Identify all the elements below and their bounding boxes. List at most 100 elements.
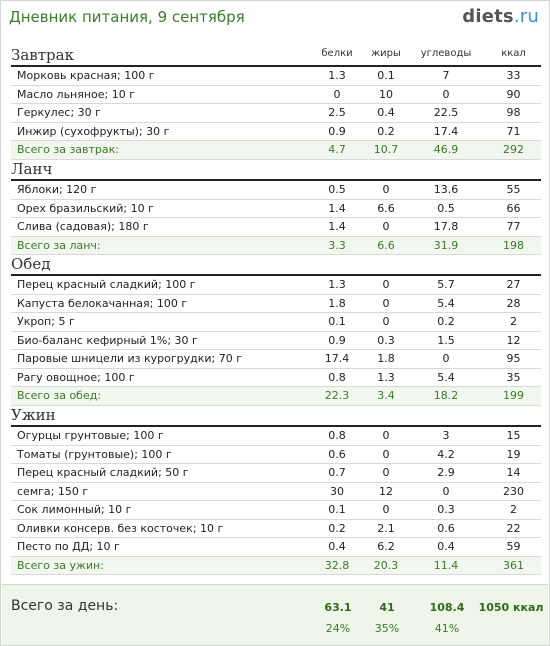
kcal-value: 90 [506, 87, 521, 101]
protein-value: 0.8 [328, 429, 346, 442]
day-total-kcal: 1050 ккал [478, 601, 544, 614]
day-total-section: Всего за день: 63.1 41 108.4 1050 ккал 2… [2, 584, 548, 645]
food-row[interactable]: семга; 150 г 30 12 0 230 [11, 481, 541, 501]
meal-total-label: Всего за ужин: [17, 558, 104, 572]
fat-value: 0.2 [377, 124, 395, 138]
carbs-value: 5.7 [437, 278, 455, 291]
meal-total-carbs: 18.2 [433, 389, 459, 402]
meal-total-label: Всего за ланч: [17, 238, 101, 252]
food-row[interactable]: Рагу овощное; 100 г 0.8 1.3 5.4 35 [11, 367, 541, 387]
day-total-protein: 63.1 [324, 601, 352, 614]
food-row[interactable]: Инжир (сухофрукты); 30 г 0.9 0.2 17.4 71 [11, 121, 541, 141]
food-row[interactable]: Капуста белокачанная; 100 г 1.8 0 5.4 28 [11, 293, 541, 313]
kcal-value: 71 [506, 124, 521, 138]
carbs-value: 4.2 [437, 447, 455, 461]
carbs-value: 0.4 [437, 540, 455, 553]
meal-total-carbs: 31.9 [433, 238, 459, 252]
food-row[interactable]: Яблоки; 120 г 0.5 0 13.6 55 [11, 179, 541, 199]
protein-value: 2.5 [328, 106, 346, 119]
fat-value: 1.3 [377, 370, 395, 384]
carbs-value: 17.8 [433, 220, 459, 233]
meal-total-protein: 4.7 [328, 143, 346, 156]
food-row[interactable]: Укроп; 5 г 0.1 0 0.2 2 [11, 312, 541, 331]
protein-value: 0.4 [328, 540, 346, 553]
kcal-value: 66 [506, 201, 521, 215]
day-total-label: Всего за день: [11, 598, 119, 614]
protein-value: 0.9 [328, 333, 346, 347]
meal-title: Завтрак [11, 46, 74, 64]
food-row[interactable]: Морковь красная; 100 г 1.3 0.1 7 33 [11, 65, 541, 85]
food-row[interactable]: Геркулес; 30 г 2.5 0.4 22.5 98 [11, 103, 541, 122]
food-name: Яблоки; 120 г [17, 183, 97, 196]
protein-value: 0.7 [328, 466, 346, 479]
meal-total-kcal: 361 [503, 558, 524, 572]
day-total-fat: 41 [379, 601, 395, 614]
kcal-value: 2 [510, 315, 517, 328]
fat-value: 10 [379, 87, 393, 101]
food-name: Морковь красная; 100 г [17, 69, 155, 82]
day-total-fat-percent: 35% [374, 622, 400, 635]
kcal-value: 15 [506, 429, 521, 442]
food-row[interactable]: Масло льняное; 10 г 0 10 0 90 [11, 84, 541, 104]
food-name: Оливки консерв. без косточек; 10 г [17, 521, 224, 535]
food-row[interactable]: Песто по ДД; 10 г 0.4 6.2 0.4 59 [11, 537, 541, 556]
protein-value: 0.5 [328, 183, 346, 196]
food-row[interactable]: Био-баланс кефирный 1%; 30 г 0.9 0.3 1.5 12 [11, 330, 541, 350]
kcal-value: 98 [506, 106, 521, 119]
food-row[interactable]: Огурцы грунтовые; 100 г 0.8 0 3 15 [11, 425, 541, 445]
meal-total-carbs: 46.9 [433, 143, 459, 156]
fat-value: 0 [382, 183, 390, 196]
site-logo[interactable]: diets.ru [462, 6, 539, 27]
food-name: Орех бразильский; 10 г [17, 201, 154, 215]
protein-value: 0 [333, 87, 341, 101]
food-row[interactable]: Томаты (грунтовые); 100 г 0.6 0 4.2 19 [11, 444, 541, 464]
protein-value: 1.3 [328, 278, 346, 291]
food-row[interactable]: Слива (садовая); 180 г 1.4 0 17.8 77 [11, 217, 541, 236]
kcal-value: 59 [506, 540, 521, 553]
carbs-value: 0 [442, 484, 450, 498]
food-row[interactable]: Перец красный сладкий; 50 г 0.7 0 2.9 14 [11, 463, 541, 482]
meal-total-fat: 3.4 [377, 389, 395, 402]
column-header-carbs: углеводы [420, 48, 472, 59]
fat-value: 6.2 [377, 540, 395, 553]
food-row[interactable]: Перец красный сладкий; 100 г 1.3 0 5.7 27 [11, 274, 541, 294]
meal-total-carbs: 11.4 [433, 558, 459, 572]
food-row[interactable]: Паровые шницели из курогрудки; 70 г 17.4 1… [11, 349, 541, 368]
meal-total-kcal: 292 [503, 143, 524, 156]
carbs-value: 0.2 [437, 315, 455, 328]
meal-total-label: Всего за завтрак: [17, 143, 120, 156]
carbs-value: 1.5 [437, 333, 455, 347]
protein-value: 30 [330, 484, 344, 498]
logo-name: diets [462, 6, 514, 27]
meal-total-protein: 22.3 [324, 389, 350, 402]
protein-value: 0.9 [328, 124, 346, 138]
food-name: Перец красный сладкий; 50 г [17, 466, 189, 479]
protein-value: 1.3 [328, 69, 346, 82]
food-row[interactable]: Орех бразильский; 10 г 1.4 6.6 0.5 66 [11, 198, 541, 218]
meal-total-label: Всего за обед: [17, 389, 102, 402]
meal-total-fat: 20.3 [373, 558, 399, 572]
carbs-value: 3 [442, 429, 450, 442]
protein-value: 0.8 [328, 370, 346, 384]
meal-total-kcal: 198 [503, 238, 524, 252]
kcal-value: 22 [506, 521, 521, 535]
protein-value: 1.8 [328, 296, 346, 310]
food-name: Рагу овощное; 100 г [17, 370, 135, 384]
kcal-value: 95 [506, 352, 521, 365]
kcal-value: 230 [503, 484, 524, 498]
kcal-value: 55 [506, 183, 521, 196]
food-name: Песто по ДД; 10 г [17, 540, 120, 553]
logo-tld: .ru [513, 6, 539, 27]
meal-total-fat: 10.7 [373, 143, 399, 156]
food-row[interactable]: Сок лимонный; 10 г 0.1 0 0.3 2 [11, 500, 541, 519]
day-total-carbs-percent: 41% [434, 622, 460, 635]
food-name: Капуста белокачанная; 100 г [17, 296, 188, 310]
carbs-value: 13.6 [433, 183, 459, 196]
food-row[interactable]: Оливки консерв. без косточек; 10 г 0.2 2.1… [11, 518, 541, 538]
meal-total-protein: 3.3 [328, 238, 346, 252]
protein-value: 0.6 [328, 447, 346, 461]
fat-value: 0 [382, 447, 390, 461]
food-name: Инжир (сухофрукты); 30 г [17, 124, 170, 138]
kcal-value: 77 [506, 220, 521, 233]
